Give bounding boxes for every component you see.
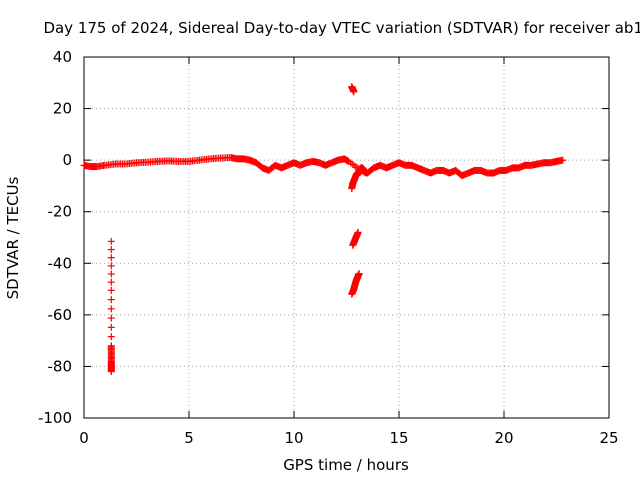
y-tick-label: -80 [48,357,73,375]
x-tick-label: 5 [184,429,194,447]
x-axis-label: GPS time / hours [283,456,409,474]
data-point [107,254,115,262]
data-point [107,368,115,376]
data-point [107,296,115,304]
x-tick-label: 10 [284,429,303,447]
data-point [107,237,115,245]
data-point [107,246,115,254]
x-tick-label: 25 [599,429,618,447]
y-tick-label: -20 [48,203,73,221]
x-tick-label: 20 [494,429,513,447]
grid-lines [84,57,609,418]
x-tick-label: 15 [389,429,408,447]
data-points [80,83,567,376]
y-axis-label: SDTVAR / TECUs [4,176,22,299]
data-point [559,156,567,164]
data-point [107,278,115,286]
data-point [107,314,115,322]
data-point [107,305,115,313]
data-point [354,228,362,236]
y-tick-label: -40 [48,254,73,272]
axis-ticks: 0 5 10 15 20 25 -100 -80 -60 -40 -20 0 20 40 [38,48,619,447]
y-tick-label: -60 [48,306,73,324]
data-point [350,88,358,96]
data-point [107,270,115,278]
y-tick-label: 40 [53,48,72,66]
data-point [355,270,363,278]
x-tick-label: 0 [79,429,89,447]
data-point [353,169,361,177]
chart-title: Day 175 of 2024, Sidereal Day-to-day VTE… [43,19,640,37]
data-point [107,286,115,294]
plot-frame [83,56,610,419]
y-tick-label: 0 [62,151,72,169]
data-point [107,262,115,270]
y-tick-label: 20 [53,100,72,118]
y-tick-label: -100 [38,409,72,427]
data-point [361,169,369,177]
data-point [107,333,115,341]
data-point [107,323,115,331]
